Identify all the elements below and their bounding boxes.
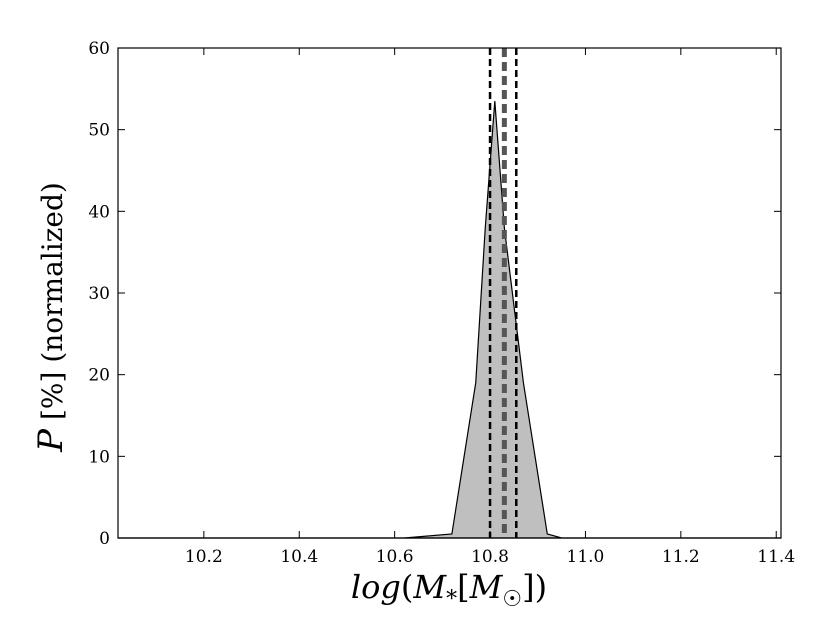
x-tick-label-5: 11.2	[662, 547, 700, 567]
y-tick-label-4: 40	[88, 202, 110, 222]
x-axis-title: log(M*[M☉])	[351, 568, 547, 612]
axes: 10.2 10.4 10.6 10.8 11.0 11.2 11.4 0 10 20 30 40 50 6…	[88, 39, 795, 567]
x-tick-label-3: 10.8	[471, 547, 509, 567]
y-tick-label-2: 20	[88, 366, 110, 386]
distribution-area-0	[118, 101, 781, 539]
x-tick-label-1: 10.4	[280, 547, 318, 567]
axes-frame	[117, 47, 782, 539]
x-tick-label-0: 10.2	[185, 547, 223, 567]
y-axis-title: P [%] (normalized)	[31, 182, 71, 453]
y-tick-label-3: 30	[88, 284, 110, 304]
y-tick-label-1: 10	[88, 447, 110, 467]
y-tick-label-0: 0	[99, 529, 110, 549]
y-tick-label-6: 60	[88, 39, 110, 59]
plot-area	[118, 48, 781, 539]
y-tick-label-5: 50	[88, 121, 110, 141]
x-tick-label-2: 10.6	[376, 547, 414, 567]
x-tick-label-6: 11.4	[757, 547, 795, 567]
x-tick-label-4: 11.0	[567, 547, 605, 567]
